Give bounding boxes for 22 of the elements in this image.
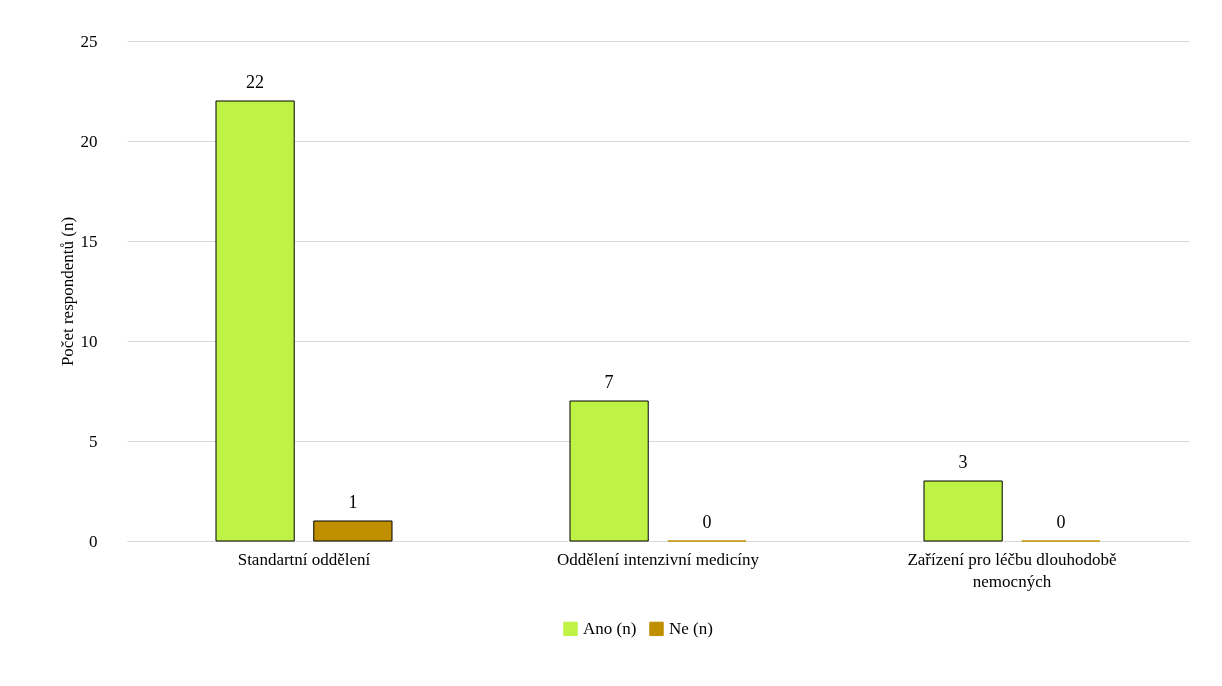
y-tick-label: 10 (80, 331, 98, 351)
y-tick-label: 25 (80, 31, 98, 51)
x-tick-label: Oddělení intenzivní medicíny (556, 549, 760, 569)
legend-label: Ne (n) (669, 618, 713, 638)
data-label: 0 (1056, 512, 1066, 532)
x-tick-label: Standartní oddělení (237, 549, 371, 569)
y-tick-label: 5 (89, 431, 98, 451)
y-axis-title: Počet respondentů (n) (57, 216, 77, 367)
bar (569, 400, 649, 542)
legend-label: Ano (n) (583, 618, 637, 638)
data-label: 1 (348, 492, 358, 512)
data-label: 22 (246, 72, 265, 92)
x-tick-label: Zařízení pro léčbu dlouhodobě nemocných (907, 549, 1117, 591)
data-label: 7 (604, 372, 614, 392)
y-tick-label: 15 (80, 231, 98, 251)
y-tick-label: 0 (89, 531, 98, 551)
y-tick-label: 20 (80, 131, 98, 151)
data-label: 3 (958, 452, 968, 472)
bar (923, 480, 1003, 542)
bar (215, 100, 295, 542)
data-label: 0 (702, 512, 712, 532)
bar (313, 520, 393, 542)
